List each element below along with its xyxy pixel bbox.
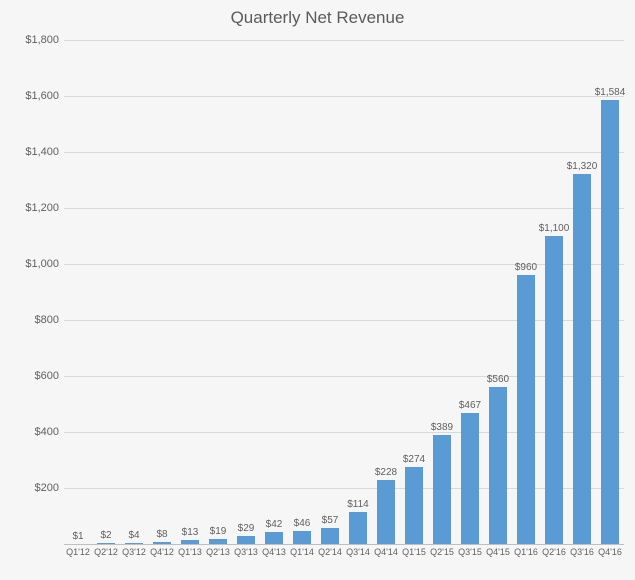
bar-slot: $29 (232, 40, 260, 544)
bar-slot: $42 (260, 40, 288, 544)
y-axis-label: $200 (9, 482, 59, 494)
chart-title: Quarterly Net Revenue (0, 8, 635, 28)
bar-value-label: $228 (375, 467, 397, 478)
x-axis-label: Q1'12 (66, 547, 90, 557)
x-axis-label: Q4'13 (262, 547, 286, 557)
bar-slot: $1,100 (540, 40, 568, 544)
x-axis-label: Q2'15 (430, 547, 454, 557)
x-axis: Q1'12 Q2'12 Q3'12 Q4'12 Q1'13 Q2'13 Q3'13 Q4'13… (64, 544, 624, 574)
bar-value-label: $1,100 (539, 223, 570, 234)
bar-value-label: $389 (431, 422, 453, 433)
bar (601, 100, 618, 544)
x-axis-label: Q3'16 (570, 547, 594, 557)
bar-slot: $13 (176, 40, 204, 544)
bar-value-label: $1,584 (595, 87, 626, 98)
bar-value-label: $960 (515, 262, 537, 273)
bar-slot: $560 (484, 40, 512, 544)
bar (433, 435, 450, 544)
x-axis-label: Q4'14 (374, 547, 398, 557)
bar (517, 275, 534, 544)
bar-value-label: $2 (100, 530, 111, 541)
x-axis-label: Q2'12 (94, 547, 118, 557)
bar (237, 536, 254, 544)
bar-slot: $4 (120, 40, 148, 544)
bar-slot: $114 (344, 40, 372, 544)
bar (377, 480, 394, 544)
y-axis-label: $1,800 (9, 34, 59, 46)
bar-value-label: $13 (182, 527, 199, 538)
bar-value-label: $1 (72, 531, 83, 542)
x-axis-label: Q1'15 (402, 547, 426, 557)
bar-slot: $389 (428, 40, 456, 544)
bar-slot: $1,584 (596, 40, 624, 544)
bar-slot: $1 (64, 40, 92, 544)
bar (293, 531, 310, 544)
bar-slot: $46 (288, 40, 316, 544)
x-axis-label: Q3'15 (458, 547, 482, 557)
bar-slot: $8 (148, 40, 176, 544)
quarterly-revenue-chart: Quarterly Net Revenue $1$2$4$8$13$19$29$… (0, 0, 635, 580)
x-axis-label: Q2'16 (542, 547, 566, 557)
x-axis-label: Q1'13 (178, 547, 202, 557)
bar (545, 236, 562, 544)
x-axis-label: Q4'16 (598, 547, 622, 557)
bar-value-label: $46 (294, 518, 311, 529)
y-axis-label: $1,600 (9, 90, 59, 102)
x-axis-label: Q3'13 (234, 547, 258, 557)
bar-slot: $57 (316, 40, 344, 544)
bar-value-label: $29 (238, 523, 255, 534)
bar (573, 174, 590, 544)
y-axis-label: $1,200 (9, 202, 59, 214)
plot-area: $1 $2 $4 $8 $13 $19 $29 $42 $46 $57 $114 $228 $274 $3… (64, 40, 624, 544)
bar-slot: $467 (456, 40, 484, 544)
x-axis-label: Q3'12 (122, 547, 146, 557)
x-axis-label: Q1'14 (290, 547, 314, 557)
y-axis-label: $1,400 (9, 146, 59, 158)
bar-slot: $2 (92, 40, 120, 544)
x-axis-label: Q4'12 (150, 547, 174, 557)
bar-slot: $274 (400, 40, 428, 544)
bar (461, 413, 478, 544)
x-axis-label: Q4'15 (486, 547, 510, 557)
bar-value-label: $114 (347, 499, 369, 510)
bar-slot: $960 (512, 40, 540, 544)
bar-value-label: $42 (266, 519, 283, 530)
bar-slot: $1,320 (568, 40, 596, 544)
bar (489, 387, 506, 544)
bar-value-label: $467 (459, 400, 481, 411)
bar-slot: $19 (204, 40, 232, 544)
bar (265, 532, 282, 544)
y-axis-label: $600 (9, 370, 59, 382)
y-axis-label: $400 (9, 426, 59, 438)
bar (349, 512, 366, 544)
x-axis-label: Q2'13 (206, 547, 230, 557)
bar-value-label: $1,320 (567, 161, 598, 172)
x-axis-label: Q3'14 (346, 547, 370, 557)
bar (321, 528, 338, 544)
bar-value-label: $57 (322, 515, 339, 526)
x-axis-label: Q2'14 (318, 547, 342, 557)
bar-value-label: $274 (403, 454, 425, 465)
x-axis-label: Q1'16 (514, 547, 538, 557)
y-axis-label: $800 (9, 314, 59, 326)
bar-value-label: $560 (487, 374, 509, 385)
y-axis-label: $1,000 (9, 258, 59, 270)
bar-slot: $228 (372, 40, 400, 544)
bar (405, 467, 422, 544)
bar-value-label: $4 (128, 530, 139, 541)
bar-value-label: $8 (156, 529, 167, 540)
bar-value-label: $19 (210, 526, 227, 537)
